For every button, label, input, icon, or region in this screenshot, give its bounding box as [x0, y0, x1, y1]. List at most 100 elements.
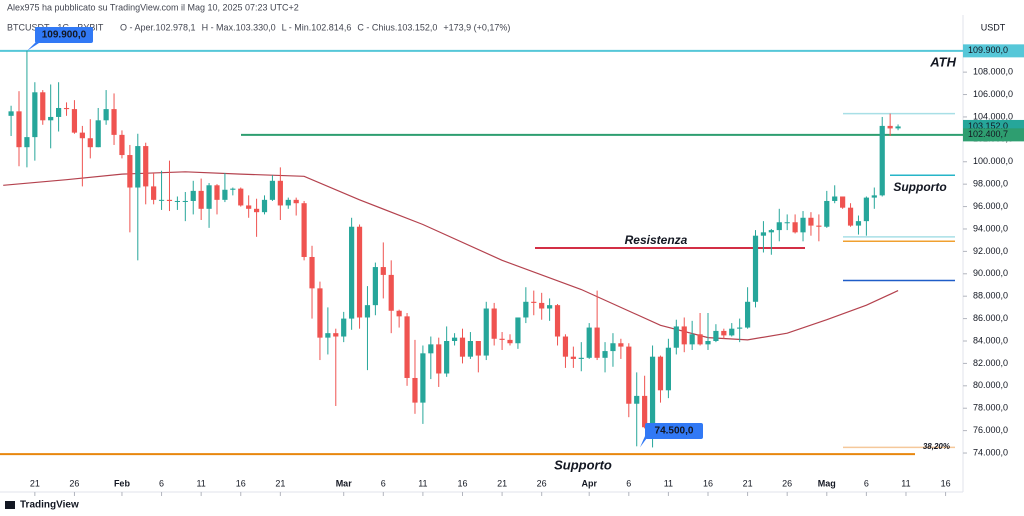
- candle-body: [222, 189, 228, 200]
- callout-pointer: [27, 39, 45, 51]
- candle-body: [277, 180, 283, 206]
- y-tick-label: 84.000,0: [973, 335, 1008, 345]
- callout-label: 109.900,0: [42, 30, 87, 41]
- candle-body: [103, 109, 109, 121]
- x-tick-label: Feb: [114, 478, 131, 488]
- candle-body: [301, 203, 307, 257]
- candle-body: [198, 190, 204, 209]
- candle-body: [665, 347, 671, 391]
- y-tick-label: 94.000,0: [973, 223, 1008, 233]
- ohlc-legend: H - Max.103.330,0: [202, 22, 276, 32]
- candle-body: [547, 305, 553, 309]
- candle-body: [570, 356, 576, 359]
- x-tick-label: 11: [664, 478, 673, 488]
- candle-body: [285, 199, 291, 206]
- candle-body: [681, 326, 687, 345]
- candle-body: [32, 92, 38, 138]
- candle-body: [119, 134, 125, 156]
- candle-body: [586, 327, 592, 358]
- candle-body: [768, 230, 774, 233]
- candle-body: [182, 200, 188, 202]
- annotation: Supporto: [554, 457, 612, 472]
- candle-body: [840, 196, 846, 208]
- candle-body: [729, 328, 735, 336]
- candle-body: [372, 267, 378, 306]
- candle-body: [649, 356, 656, 428]
- x-tick-label: 26: [537, 478, 547, 488]
- candle-body: [895, 126, 901, 129]
- y-tick-label: 108.000,0: [973, 67, 1013, 77]
- candle-body: [776, 222, 782, 231]
- candle-body: [863, 197, 869, 222]
- candle-body: [531, 301, 537, 303]
- x-tick-label: 21: [30, 478, 40, 488]
- candle-body: [396, 310, 402, 317]
- y-tick-label: 80.000,0: [973, 380, 1008, 390]
- candle-body: [855, 221, 862, 226]
- y-tick-label: 74.000,0: [973, 447, 1008, 457]
- candle-body: [515, 317, 521, 344]
- candle-body: [356, 226, 363, 318]
- candle-body: [539, 302, 545, 309]
- candle-body: [63, 107, 70, 110]
- x-tick-label: 6: [159, 478, 164, 488]
- candle-body: [174, 200, 180, 202]
- candle-body: [317, 288, 323, 338]
- x-tick-label: 11: [901, 478, 910, 488]
- price-badge: [963, 128, 1024, 142]
- candle-body: [752, 235, 759, 302]
- candle-body: [673, 326, 679, 348]
- candle-body: [594, 327, 600, 358]
- candle-body: [562, 336, 569, 357]
- candle-body: [87, 138, 93, 148]
- candle-body: [364, 305, 371, 318]
- candle-body: [697, 334, 703, 345]
- candle-body: [404, 316, 410, 378]
- candle-body: [246, 205, 252, 209]
- publisher: Alex975 ha pubblicato su TradingView.com…: [7, 2, 299, 12]
- candle-body: [166, 199, 173, 201]
- x-tick-label: 16: [236, 478, 246, 488]
- x-tick-label: 16: [941, 478, 951, 488]
- x-tick-label: 26: [69, 478, 79, 488]
- ohlc-legend: C - Chius.103.152,0: [357, 22, 437, 32]
- y-tick-label: 98.000,0: [973, 179, 1008, 189]
- candle-body: [626, 346, 632, 404]
- y-tick-label: 90.000,0: [973, 268, 1008, 278]
- candle-body: [293, 199, 299, 204]
- candle-body: [491, 308, 497, 339]
- candle-body: [523, 301, 529, 318]
- candle-body: [71, 109, 78, 133]
- x-tick-label: 26: [782, 478, 792, 488]
- candle-body: [388, 274, 394, 311]
- candle-body: [507, 339, 513, 344]
- candle-body: [111, 109, 117, 135]
- x-tick-label: 21: [497, 478, 507, 488]
- candle-body: [847, 207, 854, 226]
- y-tick-label: 106.000,0: [973, 89, 1013, 99]
- candle-body: [499, 338, 505, 340]
- candle-body: [602, 351, 608, 358]
- candle-body: [634, 395, 640, 404]
- callout-label: 74.500,0: [655, 426, 694, 437]
- y-tick-label: 78.000,0: [973, 403, 1008, 413]
- x-tick-label: 6: [381, 478, 386, 488]
- candle-body: [412, 377, 418, 403]
- candle-body: [760, 232, 767, 236]
- candle-body: [269, 180, 276, 200]
- currency: USDT: [981, 22, 1006, 32]
- candle-body: [554, 305, 561, 337]
- candle-body: [610, 343, 616, 352]
- candle-body: [143, 146, 149, 187]
- candle-body: [459, 337, 466, 357]
- candle-body: [79, 132, 85, 139]
- candle-body: [190, 190, 196, 201]
- x-tick-label: 16: [703, 478, 713, 488]
- annotation: Resistenza: [625, 233, 688, 247]
- ohlc-legend: O - Aper.102.978,1: [120, 22, 196, 32]
- candle-body: [325, 333, 331, 338]
- x-tick-label: 6: [626, 478, 631, 488]
- candle-body: [333, 333, 339, 337]
- candle-body: [451, 337, 458, 342]
